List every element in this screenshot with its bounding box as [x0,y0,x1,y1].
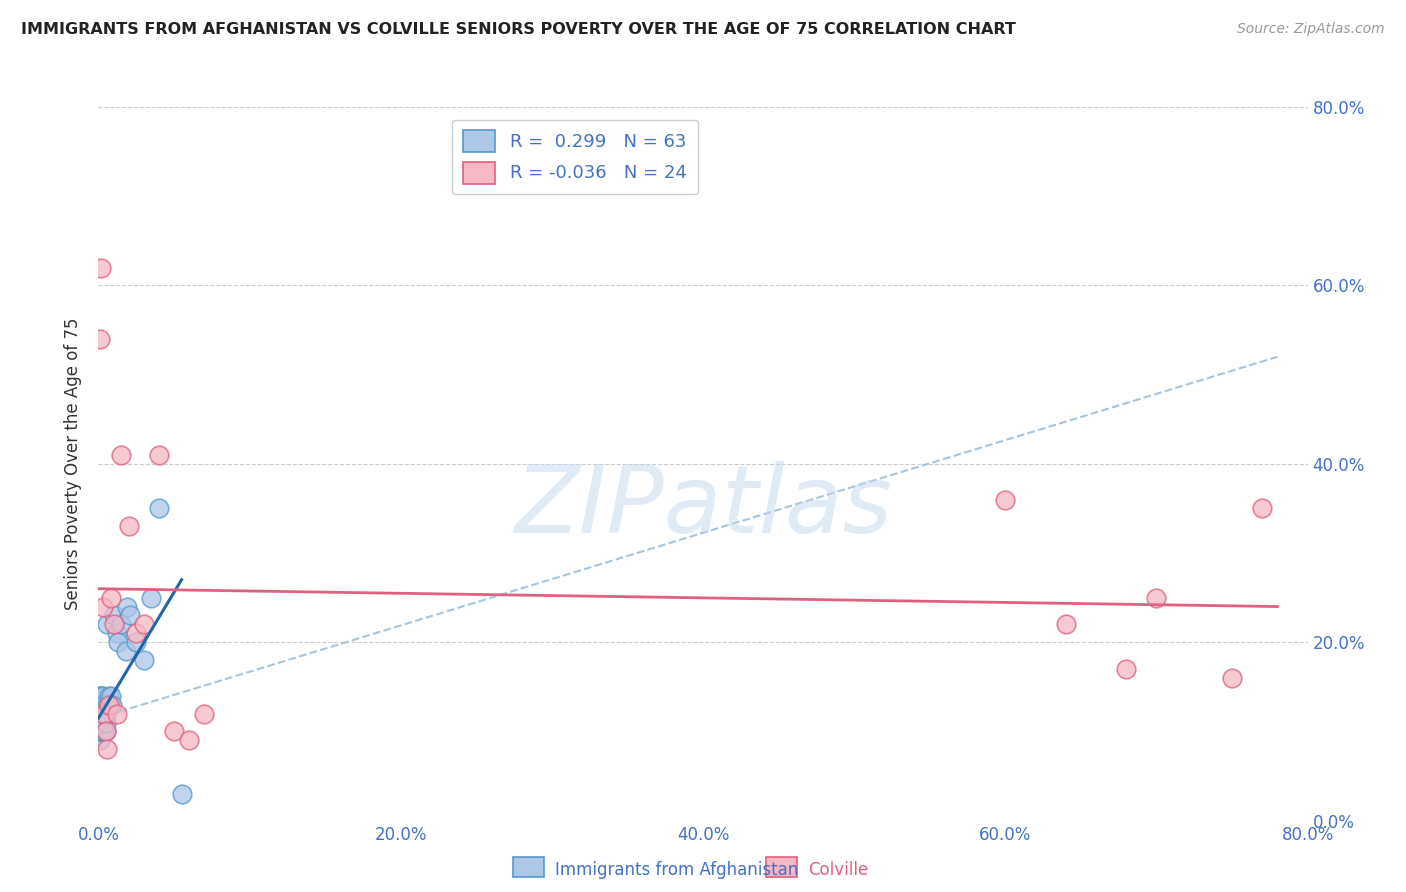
Point [89,724,111,739]
Point [90,724,112,739]
Point [94,724,117,739]
Point [125,626,148,640]
Point [89,698,111,712]
Point [93,706,115,721]
Point [89,724,111,739]
Point [132,617,155,632]
Point [94,706,117,721]
Point [120,608,142,623]
Point [87,698,110,712]
Point [91,599,114,614]
Point [90,724,112,739]
Point [100,591,122,605]
Point [93,724,115,739]
Point [103,608,125,623]
Point [96,698,118,712]
Point [96,742,118,756]
Point [89,698,111,712]
Point [98,689,121,703]
Point [89,706,111,721]
Point [163,724,186,739]
Point [89,332,111,346]
Point [89,689,111,703]
Point [179,733,201,747]
Point [1054,617,1077,632]
Text: Immigrants from Afghanistan: Immigrants from Afghanistan [555,861,799,879]
Point [110,448,132,462]
Point [115,599,138,614]
Point [193,706,215,721]
Point [89,715,111,730]
Point [91,715,114,730]
Point [90,715,112,730]
Legend: R =  0.299   N = 63, R = -0.036   N = 24: R = 0.299 N = 63, R = -0.036 N = 24 [453,120,697,194]
Point [91,706,114,721]
Point [1220,671,1243,685]
Point [93,715,115,730]
Point [994,492,1017,507]
Point [1115,662,1137,676]
Point [105,626,128,640]
Text: Source: ZipAtlas.com: Source: ZipAtlas.com [1237,22,1385,37]
Point [89,706,111,721]
Point [90,260,112,275]
Point [89,689,111,703]
Point [148,501,170,516]
Point [94,715,117,730]
Point [98,698,121,712]
Point [89,724,111,739]
Point [91,724,114,739]
Point [132,653,155,667]
Point [96,617,118,632]
Text: ZIPatlas: ZIPatlas [515,461,891,552]
Point [107,635,129,649]
Point [1251,501,1274,516]
Point [89,706,111,721]
Point [98,698,121,712]
Point [91,698,114,712]
Point [89,715,111,730]
Point [93,706,115,721]
Point [93,698,115,712]
Point [90,706,112,721]
Point [91,724,114,739]
Point [89,698,111,712]
Point [141,591,163,605]
Point [90,706,112,721]
Point [170,787,193,801]
Point [125,635,148,649]
Text: IMMIGRANTS FROM AFGHANISTAN VS COLVILLE SENIORS POVERTY OVER THE AGE OF 75 CORRE: IMMIGRANTS FROM AFGHANISTAN VS COLVILLE … [21,22,1017,37]
Point [91,715,114,730]
Point [103,617,125,632]
Text: Colville: Colville [808,861,869,879]
Point [90,715,112,730]
Point [1144,591,1167,605]
Point [101,698,124,712]
Point [110,617,132,632]
Point [118,519,141,533]
Point [105,706,128,721]
Point [90,698,112,712]
Point [90,698,112,712]
Point [89,724,111,739]
Point [90,724,112,739]
Point [100,689,122,703]
Point [94,724,117,739]
Point [89,715,111,730]
Point [90,715,112,730]
Y-axis label: Seniors Poverty Over the Age of 75: Seniors Poverty Over the Age of 75 [65,318,83,610]
Point [89,733,111,747]
Point [87,706,110,721]
Point [114,644,136,658]
Point [90,706,112,721]
Point [148,448,170,462]
Point [89,715,111,730]
Point [91,689,114,703]
Point [90,689,112,703]
